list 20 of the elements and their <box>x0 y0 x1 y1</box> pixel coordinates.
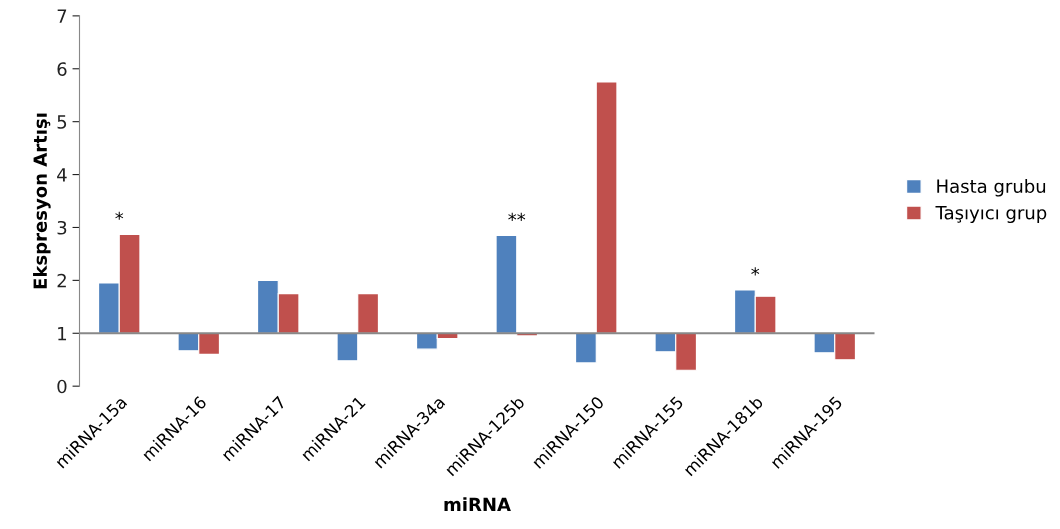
y-tick-label: 1 <box>58 326 67 341</box>
y-tick-label: 7 <box>57 9 67 23</box>
bar <box>357 293 379 334</box>
bar <box>575 332 597 364</box>
y-tick-label: 0 <box>57 379 67 394</box>
annotation: * <box>115 211 124 220</box>
annotation: ** <box>508 212 526 221</box>
y-tick-label: 3 <box>57 220 67 235</box>
y-axis-title: Ekspresyon Artışı <box>33 113 51 289</box>
bar <box>336 332 359 362</box>
y-tick-label: 4 <box>57 168 67 182</box>
y-tick-label: 5 <box>57 115 67 129</box>
y-tick-label: 2 <box>57 273 66 288</box>
x-axis-title: miRNA <box>444 497 511 511</box>
legend-label: Hasta grubu <box>937 179 1046 197</box>
bar <box>495 234 518 334</box>
y-tick-label: 6 <box>57 62 67 76</box>
bar <box>595 81 618 334</box>
legend-label: Taşıyıcı grup <box>935 206 1047 224</box>
annotation: * <box>751 267 760 276</box>
